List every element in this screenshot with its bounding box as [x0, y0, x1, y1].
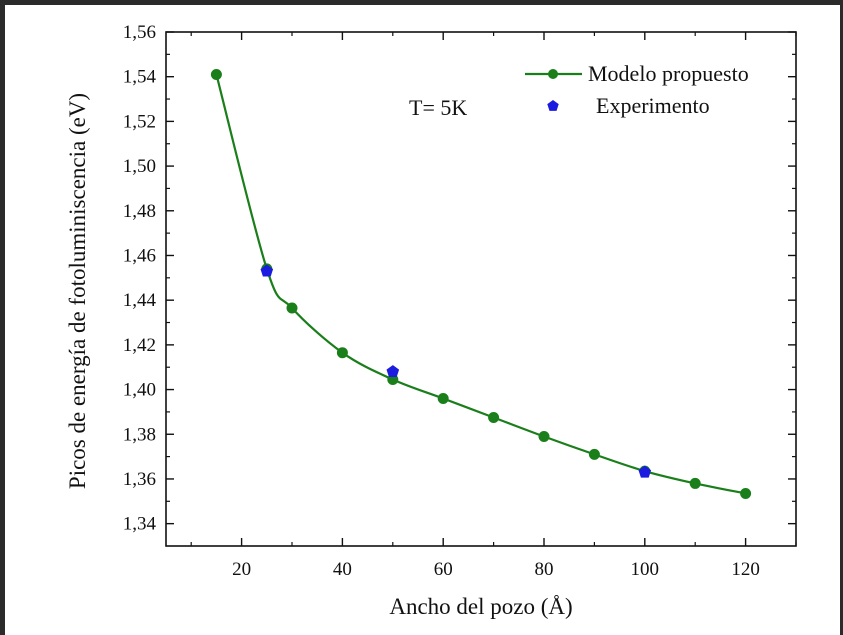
legend: Modelo propuesto Experimento [525, 61, 749, 118]
axes [165, 31, 797, 547]
temperature-annotation: T= 5K [409, 95, 467, 120]
y-tick-label: 1,46 [123, 245, 156, 266]
series [210, 68, 752, 499]
plot-border [165, 31, 797, 547]
x-tick-label: 40 [333, 559, 352, 580]
data-point-modelo [286, 302, 298, 314]
data-point-modelo [740, 487, 752, 499]
data-point-modelo [336, 347, 348, 359]
x-tick-label: 80 [535, 559, 554, 580]
x-axis-title: Ancho del pozo (Å) [389, 594, 572, 619]
ticks: 20 40 60 80 100 120 1,34 1,36 1,38 1,40 1,42 1,44 1,… [123, 22, 797, 580]
y-tick-label: 1,48 [123, 201, 156, 222]
y-tick-label: 1,40 [123, 380, 156, 401]
data-point-modelo [689, 477, 701, 489]
data-point-modelo [588, 448, 600, 460]
data-point-modelo [538, 430, 550, 442]
legend-label-experimento: Experimento [596, 93, 710, 118]
data-point-modelo [210, 68, 222, 80]
legend-label-modelo: Modelo propuesto [588, 61, 749, 86]
data-point-modelo [437, 393, 449, 405]
y-tick-label: 1,50 [123, 156, 156, 177]
y-tick-label: 1,34 [123, 514, 157, 535]
data-point-experimento [386, 365, 400, 378]
y-tick-label: 1,42 [123, 335, 156, 356]
data-point-modelo [488, 412, 500, 423]
data-point-experimento [638, 465, 652, 478]
x-tick-label: 100 [631, 559, 660, 580]
y-axis-title: Picos de energía de fotoluminiscencia (e… [65, 93, 90, 489]
y-tick-label: 1,38 [123, 424, 156, 445]
x-tick-label: 120 [731, 559, 760, 580]
y-tick-label: 1,56 [123, 22, 156, 43]
y-tick-label: 1,52 [123, 111, 156, 132]
y-tick-label: 1,44 [123, 290, 157, 311]
legend-marker-experimento [547, 100, 559, 111]
legend-marker-modelo [548, 69, 558, 79]
series-line-modelo [215, 74, 746, 495]
x-tick-label: 20 [232, 559, 251, 580]
x-tick-label: 60 [434, 559, 453, 580]
y-tick-label: 1,36 [123, 469, 156, 490]
y-tick-label: 1,54 [123, 67, 157, 88]
data-point-experimento [260, 264, 274, 277]
